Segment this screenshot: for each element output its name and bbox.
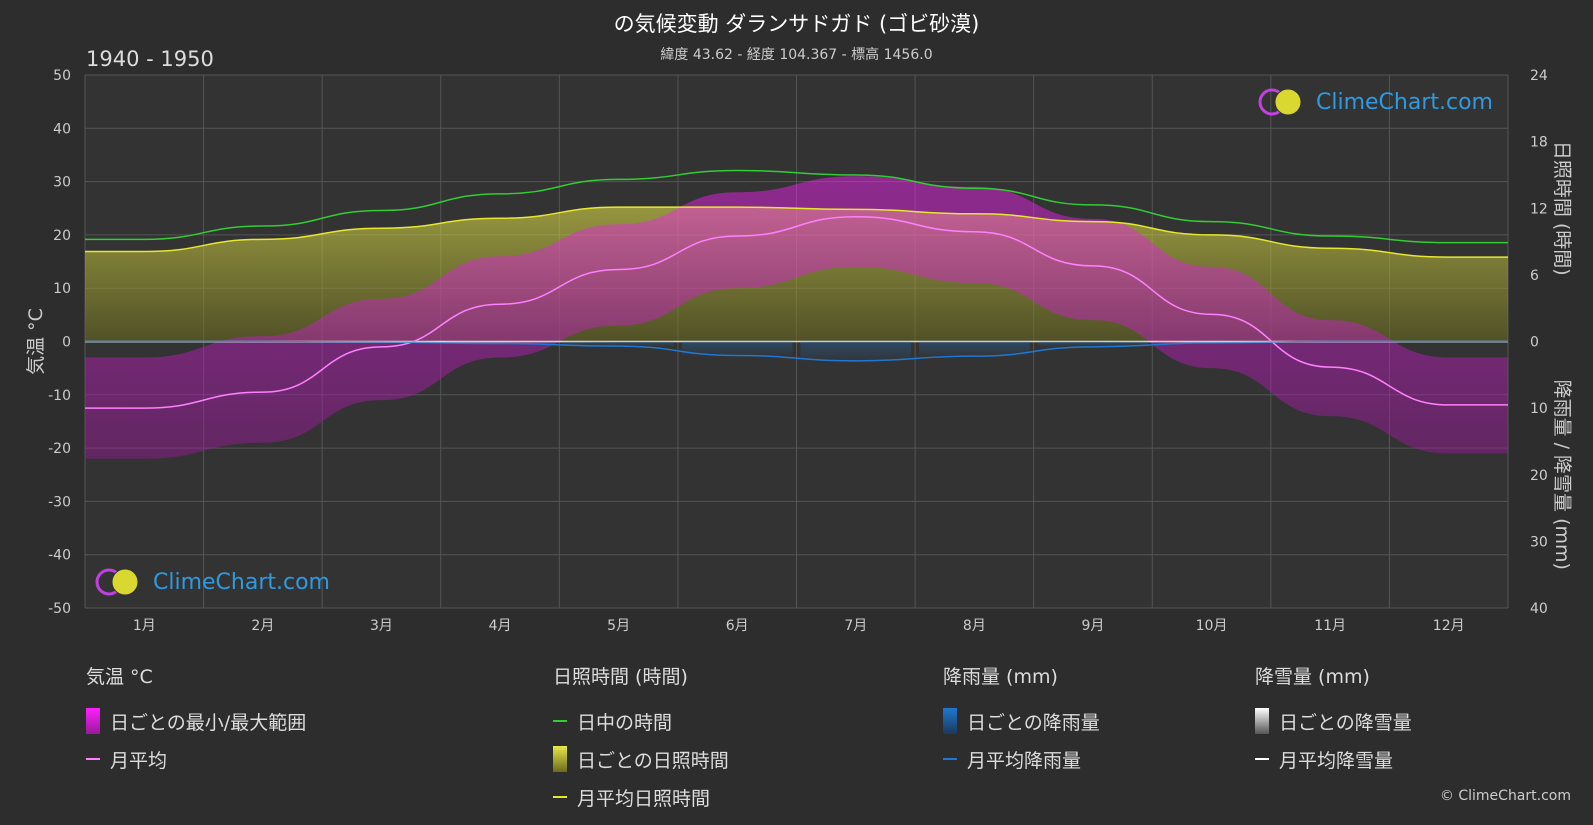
logo-text: ClimeChart.com: [1316, 89, 1493, 115]
rain-bar: [919, 341, 1030, 357]
legend-item-sunshine-daily: 日ごとの日照時間: [553, 740, 729, 778]
legend-label: 月平均日照時間: [577, 787, 711, 810]
legend-label: 月平均降雨量: [967, 749, 1082, 772]
left-tick-label: 0: [62, 335, 71, 351]
copyright: © ClimeChart.com: [1439, 788, 1571, 804]
legend-item-rain-mean: 月平均降雨量: [943, 740, 1100, 778]
month-tick-label: 4月: [489, 618, 512, 634]
legend-item-temp-range: 日ごとの最小/最大範囲: [86, 702, 306, 740]
legend-snow: 降雪量 (mm) 日ごとの降雪量 月平均降雪量: [1255, 662, 1412, 778]
climechart-logo-icon: [1258, 88, 1302, 116]
left-tick-label: -50: [48, 601, 71, 617]
legend-item-sunshine-mean: 月平均日照時間: [553, 778, 729, 816]
legend-label: 日ごとの日照時間: [577, 749, 729, 772]
sunshine-mean-line: [85, 206, 1508, 258]
rain-bar: [800, 341, 912, 361]
right-hours-tick-label: 12: [1530, 201, 1548, 217]
snow-mean-swatch: [1255, 758, 1269, 760]
month-tick-label: 9月: [1081, 618, 1104, 634]
climechart-logo-icon: [95, 568, 139, 596]
month-tick-label: 8月: [963, 618, 986, 634]
legend-head-snow: 降雪量 (mm): [1255, 666, 1370, 688]
legend-rain: 降雨量 (mm) 日ごとの降雨量 月平均降雨量: [943, 662, 1100, 778]
legend-item-rain-daily: 日ごとの降雨量: [943, 702, 1100, 740]
left-tick-label: 40: [53, 121, 71, 137]
legend-head-sunshine: 日照時間 (時間): [553, 666, 688, 688]
right-hours-tick-label: 18: [1530, 135, 1548, 151]
right-hours-tick-label: 0: [1530, 335, 1539, 351]
axes: 50 40 30 20 10 0 -10 -20 -30 -40 -50 24 18 12 6 0 10 20 30…: [25, 68, 1573, 634]
month-tick-label: 1月: [133, 618, 156, 634]
month-tick-label: 2月: [251, 618, 274, 634]
right-hours-tick-label: 24: [1530, 68, 1548, 84]
snow-mean-line: [84, 340, 1508, 343]
rain-mean-swatch: [943, 758, 957, 760]
legend-label: 日ごとの降雪量: [1279, 711, 1412, 734]
rain-bar: [681, 341, 793, 356]
right-hours-tick-label: 6: [1530, 268, 1539, 284]
temp-range-swatch: [86, 708, 100, 734]
chart-title: の気候変動 ダランサドガド (ゴビ砂漠): [613, 12, 980, 36]
sunshine-mean-swatch: [553, 796, 567, 798]
right-mm-tick-label: 20: [1530, 468, 1548, 484]
legend-temperature: 気温 °C 日ごとの最小/最大範囲 月平均: [86, 662, 306, 778]
logo-bottom[interactable]: ClimeChart.com: [95, 567, 330, 597]
chart-marks: [84, 169, 1508, 459]
month-tick-label: 11月: [1314, 618, 1346, 634]
left-tick-label: 30: [53, 175, 71, 191]
rain-bar: [563, 341, 674, 347]
month-tick-label: 7月: [844, 618, 867, 634]
legend-label: 日中の時間: [577, 711, 673, 734]
legend-head-temperature: 気温 °C: [86, 666, 153, 688]
legend-label: 日ごとの降雨量: [967, 711, 1100, 734]
rain-bar: [1037, 341, 1149, 347]
legend-sunshine: 日照時間 (時間) 日中の時間 日ごとの日照時間 月平均日照時間: [553, 662, 729, 816]
temperature-mean-line: [84, 216, 1508, 409]
logo-text: ClimeChart.com: [153, 569, 330, 595]
right-axis-title-mm: 降雨量 / 降雪量 (mm): [1551, 380, 1573, 570]
month-tick-label: 12月: [1433, 618, 1465, 634]
daylight-swatch: [553, 720, 567, 722]
chart-subtitle: 緯度 43.62 - 経度 104.367 - 標高 1456.0: [660, 47, 933, 63]
temp-mean-swatch: [86, 758, 100, 760]
left-tick-label: 20: [53, 228, 71, 244]
legend-label: 月平均: [110, 749, 168, 772]
rain-swatch: [943, 708, 957, 734]
period-label: 1940 - 1950: [86, 47, 214, 71]
left-tick-label: 50: [53, 68, 71, 84]
legend-item-snow-daily: 日ごとの降雪量: [1255, 702, 1412, 740]
legend-item-daylight: 日中の時間: [553, 702, 729, 740]
month-tick-label: 10月: [1196, 618, 1228, 634]
left-tick-label: -40: [48, 548, 71, 564]
legend-item-snow-mean: 月平均降雪量: [1255, 740, 1412, 778]
left-tick-label: -20: [48, 441, 71, 457]
month-tick-label: 5月: [607, 618, 630, 634]
legend-label: 月平均降雪量: [1279, 749, 1394, 772]
snow-swatch: [1255, 708, 1269, 734]
month-tick-label: 3月: [370, 618, 393, 634]
right-mm-tick-label: 10: [1530, 401, 1548, 417]
right-mm-tick-label: 40: [1530, 601, 1548, 617]
daylight-line: [84, 169, 1508, 244]
left-axis-title: 気温 °C: [25, 308, 47, 375]
left-tick-label: -10: [48, 388, 71, 404]
left-tick-label: -30: [48, 494, 71, 510]
left-tick-label: 10: [53, 281, 71, 297]
temperature-range-band: [85, 176, 1508, 459]
right-axis-title-hours: 日照時間 (時間): [1551, 141, 1573, 276]
logo-top[interactable]: ClimeChart.com: [1258, 87, 1493, 117]
legend-item-temp-mean: 月平均: [86, 740, 306, 778]
right-mm-tick-label: 30: [1530, 534, 1548, 550]
legend-label: 日ごとの最小/最大範囲: [110, 711, 307, 734]
month-tick-label: 6月: [726, 618, 749, 634]
legend-head-rain: 降雨量 (mm): [943, 666, 1058, 688]
sunshine-swatch: [553, 746, 567, 772]
